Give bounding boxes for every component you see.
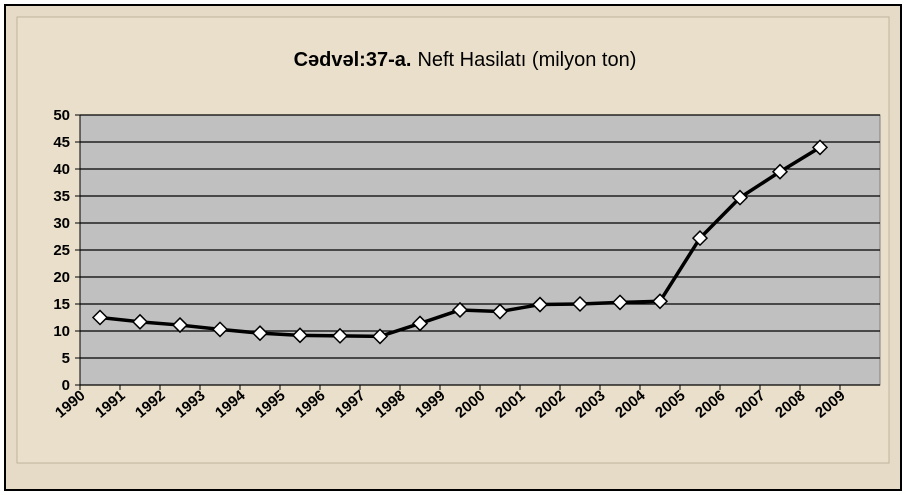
marker xyxy=(771,163,789,180)
y-tick-label: 15 xyxy=(53,296,70,313)
marker xyxy=(731,189,749,206)
marker xyxy=(131,313,149,330)
marker xyxy=(611,294,629,311)
marker xyxy=(211,321,229,338)
marker xyxy=(531,296,549,313)
marker xyxy=(811,139,829,156)
title-text: Neft Hasilatı (milyon ton) xyxy=(417,49,636,71)
y-tick-label: 5 xyxy=(62,350,70,367)
marker xyxy=(91,309,109,326)
marker xyxy=(571,295,589,313)
chart-title: Cədvəl:37-a. Neft Hasilatı (milyon ton) xyxy=(294,49,637,71)
y-tick-label: 25 xyxy=(53,242,70,259)
y-tick-label: 30 xyxy=(53,215,70,232)
y-tick-label: 10 xyxy=(53,323,70,340)
marker xyxy=(331,327,349,344)
y-tick-label: 0 xyxy=(62,377,70,394)
marker xyxy=(451,301,469,319)
marker xyxy=(491,303,509,320)
y-tick-label: 20 xyxy=(53,269,70,286)
marker xyxy=(371,328,389,345)
y-tick-label: 50 xyxy=(53,107,70,124)
marker xyxy=(691,230,709,247)
marker xyxy=(651,293,669,310)
title-prefix: Cədvəl:37-a. xyxy=(294,49,412,71)
marker xyxy=(411,315,429,332)
y-tick-label: 45 xyxy=(53,134,70,151)
marker xyxy=(251,325,269,342)
y-tick-label: 40 xyxy=(53,161,70,178)
y-tick-label: 35 xyxy=(53,188,70,205)
marker xyxy=(291,327,309,344)
marker xyxy=(171,316,189,334)
